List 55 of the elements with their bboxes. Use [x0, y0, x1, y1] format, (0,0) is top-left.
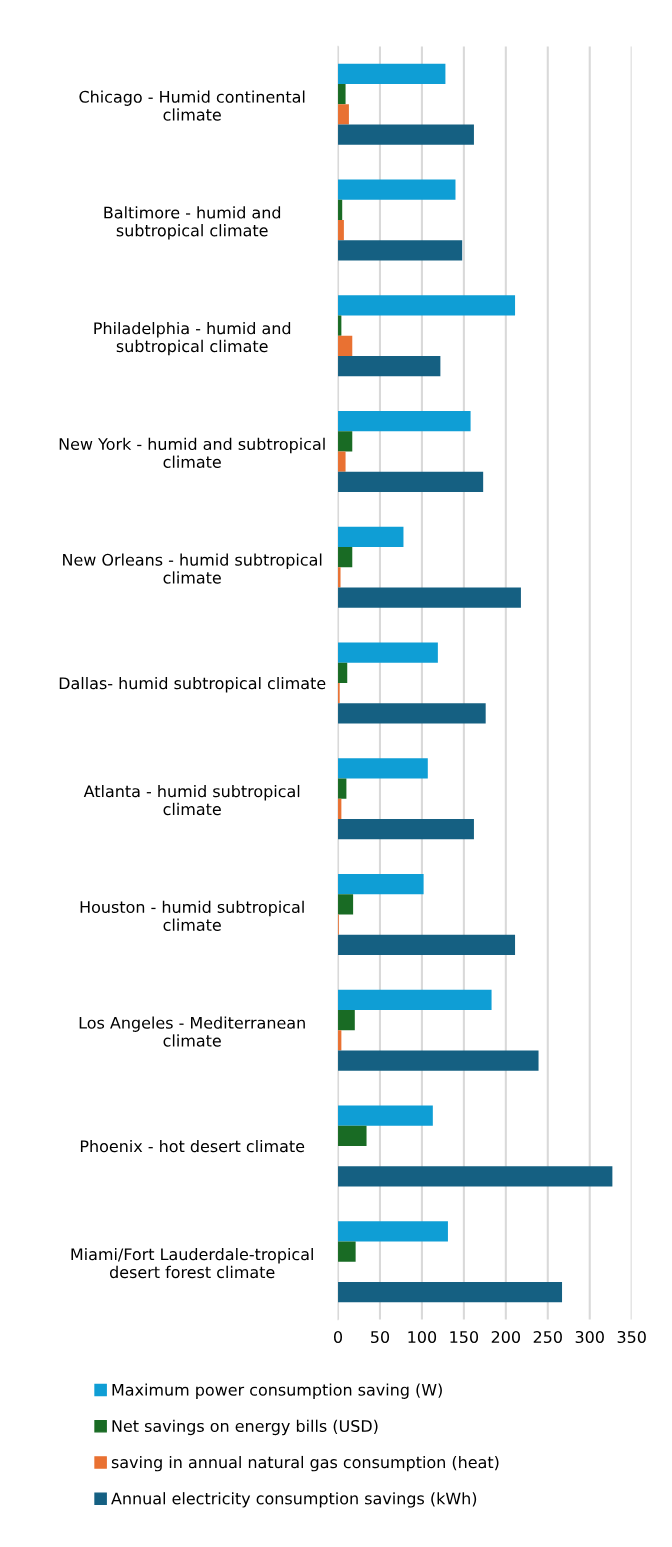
bar	[338, 104, 349, 125]
x-tick-label: 300	[575, 1330, 604, 1344]
bar	[338, 356, 441, 377]
y-tick-label: Los Angeles - Mediterranean climate	[79, 1016, 305, 1047]
x-tick-label: 200	[491, 1330, 521, 1344]
y-tick-label: Baltimore - humid and subtropical climate	[104, 206, 281, 240]
bar	[338, 1105, 433, 1126]
y-tick-label: New Orleans - humid subtropical climate	[63, 553, 322, 584]
y-tick-label: Atlanta - humid subtropical climate	[83, 784, 300, 816]
bar	[338, 240, 463, 261]
x-tick-label: 250	[533, 1330, 562, 1344]
x-tick-label: 50	[371, 1330, 390, 1344]
y-tick-label: Chicago - Humid continental climate	[79, 90, 305, 121]
legend-label: Maximum power consumption saving (W)	[112, 1383, 442, 1399]
x-tick-label: 350	[617, 1330, 646, 1344]
bar	[338, 989, 492, 1010]
y-tick-label: Phoenix - hot desert climate	[80, 1139, 305, 1153]
y-tick-label: New York - humid and subtropical climate	[59, 437, 325, 468]
bar	[338, 1221, 448, 1242]
bar	[338, 63, 446, 85]
bar	[338, 471, 484, 493]
bar	[338, 526, 404, 547]
y-tick-label: Houston - humid subtropical climate	[80, 900, 304, 931]
bar	[338, 547, 353, 568]
bar	[338, 1050, 539, 1071]
bar	[338, 431, 353, 452]
bar	[338, 819, 474, 840]
x-tick-label: 150	[450, 1330, 479, 1344]
bar	[338, 587, 521, 608]
bar	[338, 642, 438, 663]
bar	[338, 1166, 613, 1187]
bar	[338, 758, 428, 779]
bar	[338, 934, 516, 955]
bar	[338, 1009, 355, 1031]
bar	[338, 411, 471, 432]
bar	[338, 295, 516, 316]
legend-label: saving in annual natural gas consumption (heat)	[111, 1455, 499, 1472]
bar	[338, 84, 346, 105]
bar	[338, 1125, 367, 1146]
x-tick-label: 100	[408, 1330, 437, 1344]
y-tick-label: Dallas- humid subtropical climate	[59, 676, 326, 693]
legend-label: Net savings on energy bills (USD)	[112, 1419, 378, 1436]
y-tick-label: Miami/Fort Lauderdale-tropical desert forest climate	[71, 1247, 313, 1279]
bar	[338, 894, 354, 915]
y-tick-label: Philadelphia - humid and subtropical climate	[94, 321, 291, 356]
bar	[338, 124, 474, 145]
bar	[338, 335, 353, 357]
legend-label: Annual electricity consumption savings (kWh)	[111, 1492, 477, 1508]
bar	[338, 1281, 563, 1303]
bar	[338, 1241, 356, 1262]
x-tick-label: 0	[333, 1330, 343, 1344]
bar	[338, 179, 456, 200]
bar	[338, 873, 424, 895]
bar	[338, 451, 346, 472]
bar	[338, 703, 486, 724]
